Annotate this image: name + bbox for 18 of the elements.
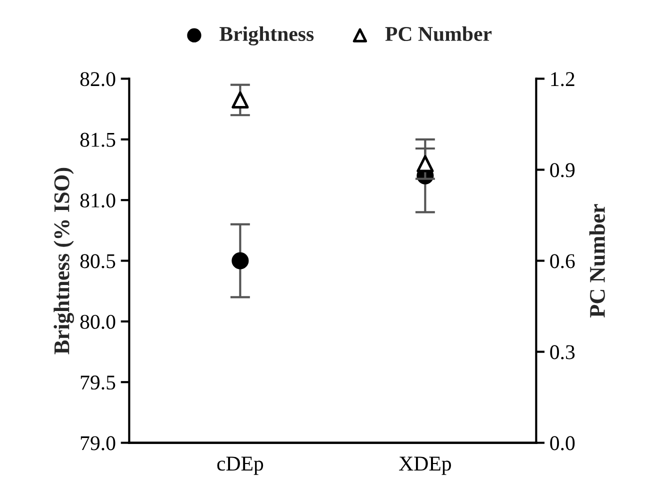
y2-tick-label: 0.9 — [550, 163, 575, 178]
y-axis-title: Brightness (% ISO) — [54, 168, 74, 354]
y2-tick-label: 0.3 — [550, 345, 575, 360]
y2-tick-label: 1.2 — [551, 72, 574, 86]
y-tick-label: 79.0 — [80, 436, 116, 450]
y-tick-label: 81.5 — [80, 132, 116, 147]
y-tick-label: 80.5 — [80, 254, 116, 268]
legend-label: Brightness — [220, 26, 314, 46]
x-tick-label: cDEp — [217, 456, 264, 475]
y2-axis-title: PC Number — [589, 204, 605, 318]
y-tick-label: 79.5 — [80, 376, 116, 390]
y-tick-label: 82.0 — [80, 72, 116, 86]
y2-tick-label: 0.0 — [550, 436, 575, 450]
y2-tick-label: 0.6 — [550, 254, 575, 268]
y-tick-label: 81.0 — [80, 193, 116, 208]
x-tick-label: XDEp — [399, 456, 451, 475]
y-tick-label: 80.0 — [80, 314, 116, 329]
legend-label: PC Number — [385, 26, 492, 42]
